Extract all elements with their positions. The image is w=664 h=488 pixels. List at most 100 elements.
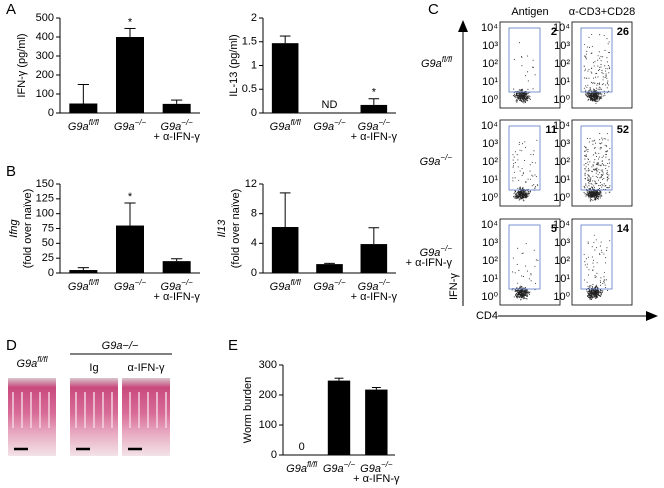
category-label: G9afl/fl	[68, 278, 99, 293]
bar	[271, 43, 299, 113]
flow-event	[600, 88, 602, 90]
significance-mark: *	[372, 87, 377, 99]
flow-event	[587, 70, 589, 72]
flow-event	[585, 77, 587, 79]
flow-event	[585, 93, 587, 95]
flow-event	[591, 196, 593, 198]
flow-event	[603, 83, 605, 85]
flow-event	[526, 97, 528, 99]
flow-event	[607, 84, 609, 86]
flow-event	[598, 92, 600, 94]
flow-event	[516, 197, 519, 199]
flow-event	[524, 94, 526, 96]
flow-event	[607, 68, 609, 70]
flow-event	[600, 289, 602, 292]
flow-event	[589, 99, 591, 101]
flow-event	[591, 170, 593, 172]
y-tick-label: 0	[271, 449, 277, 461]
flow-event	[597, 194, 599, 196]
flow-event	[605, 151, 607, 153]
flow-event	[586, 263, 588, 265]
flow-event	[525, 290, 527, 292]
flow-event	[515, 291, 517, 293]
flow-event	[590, 193, 592, 195]
flow-event	[524, 196, 526, 199]
flow-event	[597, 94, 599, 97]
flow-event	[593, 169, 595, 171]
flow-event	[591, 96, 593, 98]
flow-event	[595, 169, 598, 171]
flow-event	[530, 153, 532, 155]
flow-event	[608, 67, 610, 70]
flow-event	[519, 198, 521, 200]
flow-event	[518, 42, 520, 44]
flow-event	[592, 294, 595, 296]
flow-event	[596, 286, 598, 288]
y-axis-label: Ifng	[8, 218, 20, 237]
flow-event	[606, 38, 608, 40]
flow-event	[589, 294, 591, 296]
flow-event	[522, 99, 524, 101]
flow-event	[595, 239, 597, 241]
flow-event	[524, 92, 526, 94]
flow-event	[605, 256, 607, 259]
y-tick-label: 8	[251, 208, 257, 220]
flow-event	[604, 262, 607, 264]
flow-event	[516, 101, 518, 103]
flow-event	[595, 176, 597, 178]
flow-event	[514, 197, 516, 199]
flow-event	[522, 188, 524, 190]
flow-event	[594, 181, 597, 183]
flow-event	[590, 298, 592, 300]
y-tick-label: 100	[259, 419, 277, 431]
flow-event	[588, 89, 590, 91]
flow-event	[595, 94, 597, 96]
flow-event	[595, 100, 597, 102]
flow-event	[599, 69, 601, 71]
flow-event	[515, 194, 517, 196]
flow-event	[596, 195, 599, 197]
flow-event	[592, 98, 594, 100]
flow-event	[602, 178, 604, 181]
flow-event	[528, 95, 530, 97]
flow-event	[520, 90, 523, 92]
flow-event	[519, 190, 521, 192]
flow-event	[594, 147, 596, 149]
flow-event	[600, 60, 602, 62]
flow-event	[520, 193, 522, 195]
flow-event	[584, 44, 586, 46]
flow-event	[523, 194, 525, 196]
flow-event	[594, 95, 596, 97]
flow-event	[596, 193, 598, 195]
flow-event	[522, 199, 524, 201]
panel-letter: B	[6, 163, 16, 180]
flow-event	[589, 191, 591, 193]
histology-label: α-IFN-γ	[128, 362, 165, 374]
flow-event	[600, 193, 602, 195]
flow-event	[595, 276, 597, 278]
flow-event	[522, 295, 524, 297]
flow-event	[607, 173, 609, 175]
flow-event	[527, 88, 529, 90]
flow-event	[514, 290, 516, 292]
flow-event	[595, 193, 597, 195]
flow-event	[520, 285, 522, 287]
panel-letter: D	[6, 337, 17, 354]
flow-event	[587, 84, 589, 86]
flow-event	[597, 179, 599, 181]
flow-event	[516, 192, 518, 194]
category-label: G9a−/−	[313, 278, 346, 293]
flow-event	[583, 65, 585, 67]
flow-event	[589, 87, 591, 89]
flow-event	[584, 187, 586, 189]
flow-event	[599, 292, 601, 294]
flow-event	[588, 178, 590, 180]
flow-event	[597, 293, 599, 296]
flow-event	[518, 98, 520, 100]
flow-event	[600, 93, 602, 95]
flow-event	[521, 287, 523, 289]
flow-tick-label: 10²	[554, 58, 570, 70]
flow-event	[529, 164, 531, 166]
flow-event	[588, 294, 590, 296]
flow-event	[525, 181, 527, 183]
